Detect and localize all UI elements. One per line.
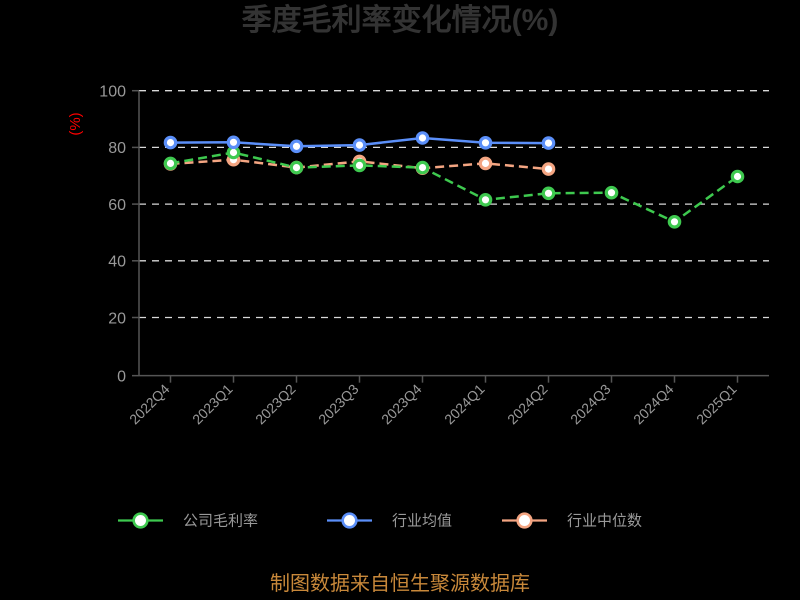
- svg-text:行业均值: 行业均值: [392, 513, 452, 530]
- svg-text:80: 80: [108, 140, 126, 157]
- svg-text:60: 60: [108, 197, 126, 214]
- svg-text:季度毛利率变化情况(%): 季度毛利率变化情况(%): [242, 3, 559, 37]
- svg-text:100: 100: [99, 84, 126, 101]
- svg-text:(%): (%): [67, 112, 84, 135]
- svg-text:制图数据来自恒生聚源数据库: 制图数据来自恒生聚源数据库: [270, 572, 530, 595]
- svg-text:0: 0: [117, 368, 126, 385]
- svg-text:公司毛利率: 公司毛利率: [183, 513, 258, 530]
- svg-text:20: 20: [108, 310, 126, 327]
- svg-text:40: 40: [108, 254, 126, 271]
- svg-text:行业中位数: 行业中位数: [567, 513, 642, 530]
